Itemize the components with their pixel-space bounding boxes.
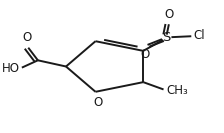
Text: O: O: [141, 47, 150, 61]
Text: O: O: [164, 8, 174, 21]
Text: CH₃: CH₃: [167, 84, 188, 97]
Text: O: O: [23, 31, 32, 44]
Text: O: O: [93, 96, 102, 109]
Text: HO: HO: [2, 62, 20, 75]
Text: Cl: Cl: [193, 30, 205, 42]
Text: S: S: [163, 31, 171, 44]
